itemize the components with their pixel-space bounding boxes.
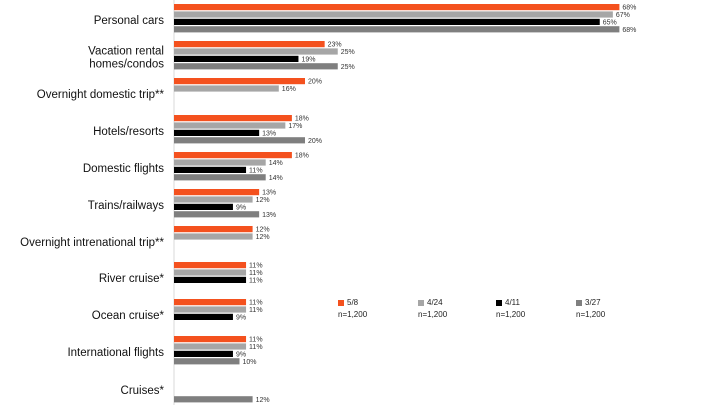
bar — [174, 4, 620, 11]
category-label: Hotels/resorts — [93, 126, 164, 138]
legend-series-name: 4/11 — [505, 298, 520, 307]
data-label: 11% — [249, 263, 262, 270]
data-label: 11% — [249, 277, 262, 284]
bar — [174, 313, 233, 320]
category-label: homes/condos — [89, 58, 164, 70]
data-label: 68% — [622, 5, 636, 12]
category-label: Trains/railways — [88, 200, 165, 212]
bar — [174, 276, 247, 283]
legend-swatch — [576, 300, 582, 306]
legend-sample-size: n=1,200 — [338, 310, 368, 319]
legend-sample-size: n=1,200 — [576, 310, 606, 319]
data-label: 13% — [262, 130, 276, 137]
data-label: 11% — [249, 307, 262, 314]
data-label: 25% — [341, 64, 355, 71]
bar — [174, 55, 299, 62]
bar — [174, 350, 233, 357]
category-label: Vacation rental — [88, 45, 164, 57]
data-label: 9% — [236, 351, 246, 358]
data-label: 14% — [269, 175, 283, 182]
legend-sample-size: n=1,200 — [496, 310, 526, 319]
data-label: 12% — [256, 397, 270, 404]
bar — [174, 41, 325, 48]
bar — [174, 159, 266, 166]
category-label: Personal cars — [94, 15, 165, 27]
legend-swatch — [496, 300, 502, 306]
bar — [174, 85, 279, 92]
bar — [174, 129, 260, 136]
data-label: 9% — [236, 204, 246, 211]
data-label: 18% — [295, 116, 309, 123]
data-label: 23% — [328, 42, 342, 49]
bar — [174, 211, 260, 218]
bar — [174, 336, 247, 343]
data-label: 20% — [308, 138, 322, 145]
bar — [174, 11, 613, 18]
data-label: 11% — [249, 344, 262, 351]
bar — [174, 122, 286, 129]
data-label: 9% — [236, 314, 246, 321]
data-label: 67% — [616, 12, 630, 19]
bar — [174, 233, 253, 240]
data-label: 14% — [269, 160, 283, 167]
bar — [174, 262, 247, 269]
legend-series-name: 4/24 — [427, 298, 443, 307]
data-label: 11% — [249, 300, 262, 307]
bar — [174, 269, 247, 276]
legend-series-name: 3/27 — [585, 298, 601, 307]
data-label: 19% — [301, 56, 315, 63]
bar — [174, 343, 247, 350]
data-label: 18% — [295, 153, 309, 160]
data-label: 12% — [256, 234, 270, 241]
bar — [174, 26, 620, 33]
data-label: 11% — [249, 270, 262, 277]
data-label: 65% — [603, 19, 617, 26]
data-label: 11% — [249, 337, 262, 344]
bar — [174, 396, 253, 403]
legend-sample-size: n=1,200 — [418, 310, 448, 319]
category-label: Overnight domestic trip** — [37, 89, 165, 101]
bar — [174, 48, 338, 55]
bar — [174, 189, 260, 196]
bar — [174, 78, 305, 85]
legend-series-name: 5/8 — [347, 298, 359, 307]
bar — [174, 166, 247, 173]
data-label: 13% — [262, 190, 276, 197]
bar — [174, 174, 266, 181]
bar — [174, 306, 247, 313]
data-label: 12% — [256, 227, 270, 234]
data-label: 11% — [249, 167, 262, 174]
bar — [174, 152, 292, 159]
legend-swatch — [338, 300, 344, 306]
bar — [174, 137, 305, 144]
data-label: 12% — [256, 197, 270, 204]
bar — [174, 63, 338, 70]
legend-swatch — [418, 300, 424, 306]
category-label: Domestic flights — [83, 163, 164, 175]
category-label: Ocean cruise* — [92, 310, 165, 322]
bar — [174, 196, 253, 203]
bar — [174, 18, 600, 25]
data-label: 17% — [288, 123, 302, 130]
data-label: 10% — [243, 359, 257, 366]
bar — [174, 203, 233, 210]
bar — [174, 358, 240, 365]
category-label: International flights — [67, 347, 164, 359]
bar — [174, 115, 292, 122]
data-label: 20% — [308, 79, 322, 86]
data-label: 13% — [262, 212, 276, 219]
category-label: Overnight intrenational trip** — [20, 237, 164, 249]
data-label: 25% — [341, 49, 355, 56]
category-label: Cruises* — [121, 385, 165, 397]
legend: 5/8 n=1,200 4/24 n=1,200 4/11 n=1,200 3/27 n=1,… — [338, 298, 638, 322]
category-label: River cruise* — [99, 273, 165, 285]
bar — [174, 226, 253, 233]
bar — [174, 299, 247, 306]
data-label: 16% — [282, 86, 296, 93]
data-label: 68% — [622, 27, 636, 34]
